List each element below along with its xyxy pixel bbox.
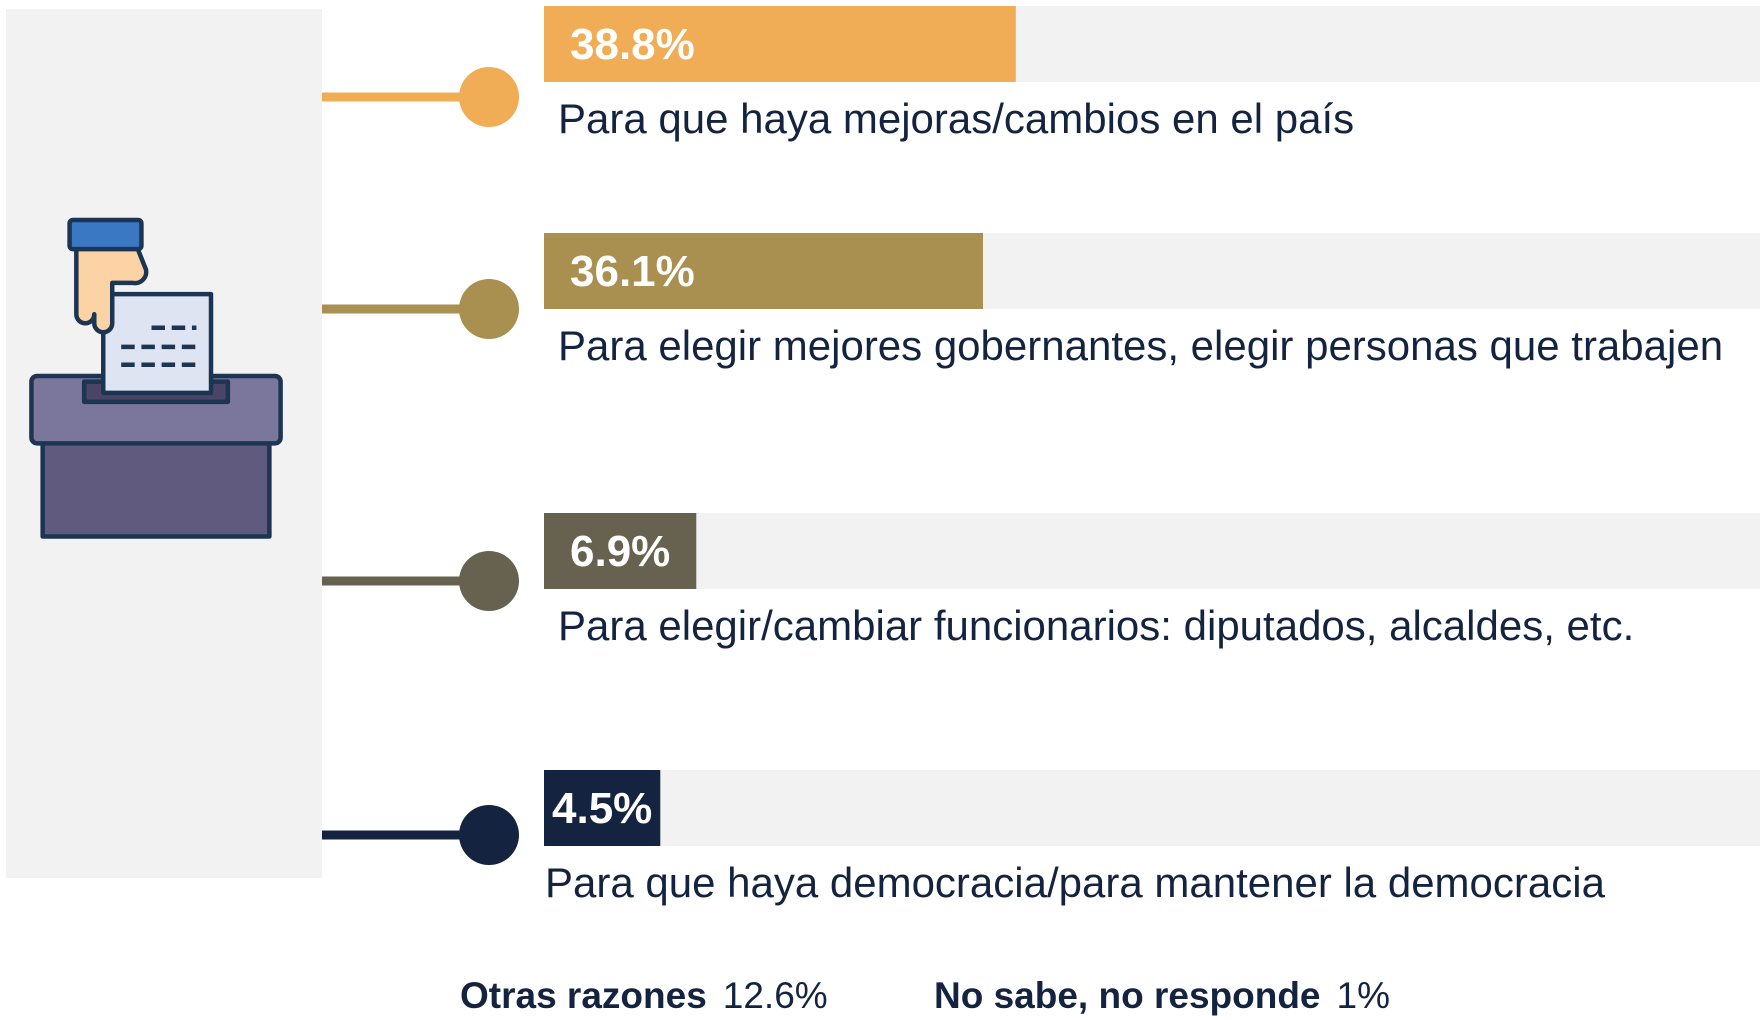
value-label: 36.1% xyxy=(570,247,695,296)
bar xyxy=(544,6,1016,82)
value-label: 4.5% xyxy=(552,784,652,833)
category-label: Para que haya democracia/para mantener l… xyxy=(545,859,1605,906)
category-label: Para que haya mejoras/cambios en el país xyxy=(558,95,1355,142)
other-reason: No sabe, no responde 1% xyxy=(934,975,1390,1017)
bar-track xyxy=(544,770,1760,846)
connector-dot xyxy=(459,551,519,611)
other-value: 1% xyxy=(1336,975,1390,1016)
bar xyxy=(544,513,697,589)
category-label: Para elegir mejores gobernantes, elegir … xyxy=(558,322,1724,369)
other-value: 12.6% xyxy=(722,975,828,1016)
other-name: No sabe, no responde xyxy=(934,975,1321,1016)
bar xyxy=(544,233,983,309)
ballot-icon xyxy=(29,217,283,539)
bar xyxy=(544,770,661,846)
value-label: 6.9% xyxy=(570,527,670,576)
connector-dot xyxy=(459,67,519,127)
value-label: 38.8% xyxy=(570,20,695,69)
connector-dot xyxy=(459,805,519,865)
bar-track xyxy=(544,513,1760,589)
category-label: Para elegir/cambiar funcionarios: diputa… xyxy=(558,602,1635,649)
other-reason: Otras razones 12.6% xyxy=(460,975,828,1017)
other-name: Otras razones xyxy=(460,975,707,1016)
connector-dot xyxy=(459,279,519,339)
